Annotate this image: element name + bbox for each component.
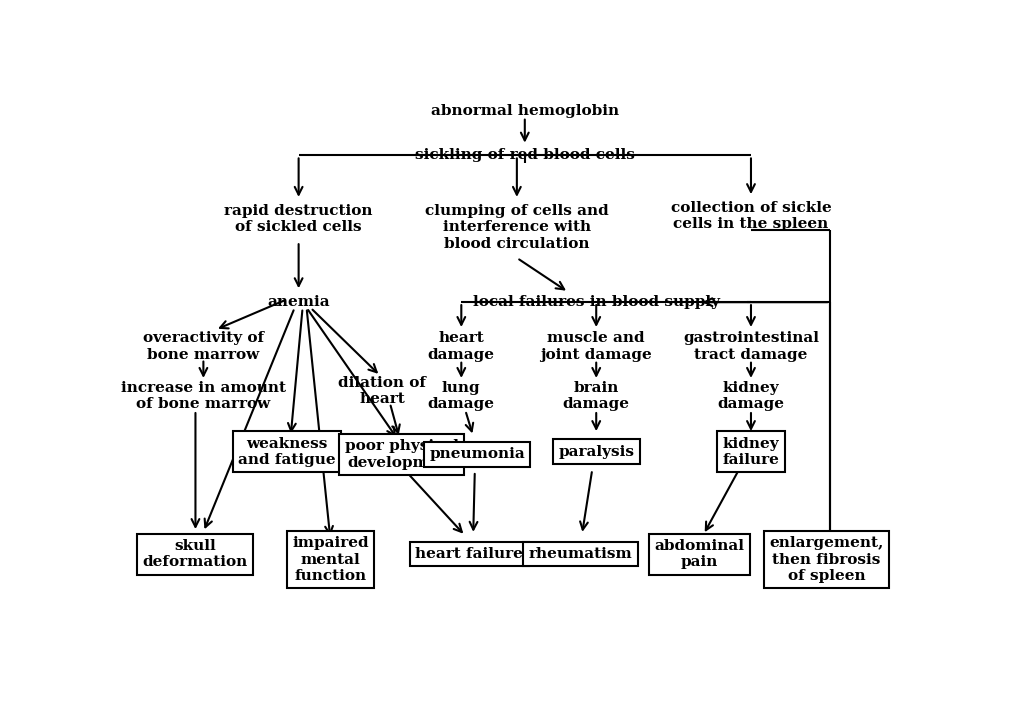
Text: heart failure: heart failure bbox=[416, 547, 523, 561]
Text: kidney
failure: kidney failure bbox=[723, 436, 779, 467]
Text: abdominal
pain: abdominal pain bbox=[654, 539, 744, 569]
Text: increase in amount
of bone marrow: increase in amount of bone marrow bbox=[121, 381, 286, 411]
Text: rapid destruction
of sickled cells: rapid destruction of sickled cells bbox=[224, 204, 373, 234]
Text: local failures in blood supply: local failures in blood supply bbox=[473, 296, 720, 309]
Text: enlargement,
then fibrosis
of spleen: enlargement, then fibrosis of spleen bbox=[769, 536, 884, 583]
Text: weakness
and fatigue: weakness and fatigue bbox=[238, 436, 336, 467]
Text: anemia: anemia bbox=[267, 296, 330, 309]
Text: impaired
mental
function: impaired mental function bbox=[292, 536, 369, 583]
Text: clumping of cells and
interference with
blood circulation: clumping of cells and interference with … bbox=[425, 204, 608, 251]
Text: heart
damage: heart damage bbox=[428, 331, 495, 362]
Text: poor physical
development: poor physical development bbox=[345, 439, 459, 470]
Text: lung
damage: lung damage bbox=[428, 381, 495, 411]
Text: skull
deformation: skull deformation bbox=[142, 539, 248, 569]
Text: overactivity of
bone marrow: overactivity of bone marrow bbox=[142, 331, 264, 362]
Text: kidney
damage: kidney damage bbox=[718, 381, 784, 411]
Text: pneumonia: pneumonia bbox=[429, 447, 525, 462]
Text: paralysis: paralysis bbox=[558, 444, 634, 459]
Text: collection of sickle
cells in the spleen: collection of sickle cells in the spleen bbox=[671, 201, 831, 232]
Text: rheumatism: rheumatism bbox=[528, 547, 632, 561]
Text: abnormal hemoglobin: abnormal hemoglobin bbox=[431, 104, 618, 118]
Text: dilation of
heart: dilation of heart bbox=[338, 375, 426, 406]
Text: gastrointestinal
tract damage: gastrointestinal tract damage bbox=[683, 331, 819, 362]
Text: brain
damage: brain damage bbox=[563, 381, 630, 411]
Text: muscle and
joint damage: muscle and joint damage bbox=[541, 331, 652, 362]
Text: sickling of red blood cells: sickling of red blood cells bbox=[415, 149, 635, 162]
